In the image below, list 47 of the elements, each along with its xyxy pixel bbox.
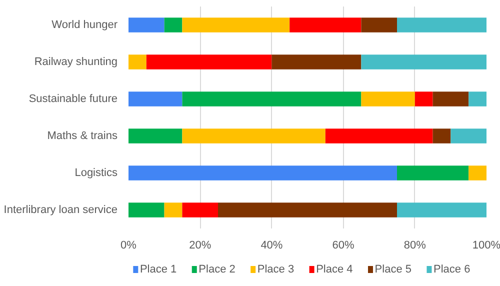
bar (128, 166, 397, 180)
legend-label: Place 6 (434, 264, 470, 276)
bar (450, 128, 486, 144)
bar (290, 18, 362, 32)
x-tick-label: 40% (260, 240, 283, 252)
bar (468, 92, 486, 106)
x-tick-label: 60% (332, 240, 355, 252)
bar (182, 202, 218, 218)
legend-label: Place 4 (316, 264, 353, 276)
bar (146, 54, 272, 70)
x-tick-label: 20% (189, 240, 212, 252)
legend-label: Place 3 (257, 264, 294, 276)
bar (128, 92, 182, 106)
bar (128, 54, 146, 70)
y-tick-label: Interlibrary loan service (4, 204, 118, 216)
x-tick-label: 80% (404, 240, 426, 252)
bar (468, 166, 486, 180)
bar (182, 18, 290, 32)
bar (361, 18, 397, 32)
bar (432, 128, 451, 144)
bar (361, 54, 486, 70)
bar (325, 128, 433, 144)
bar (182, 92, 362, 106)
x-tick-label: 0% (120, 240, 137, 252)
y-tick-label: Sustainable future (28, 93, 118, 105)
y-tick-label: Logistics (74, 167, 118, 179)
bar (432, 92, 469, 106)
bar (164, 18, 182, 32)
legend-label: Place 5 (374, 264, 412, 276)
bar (272, 54, 362, 70)
bar (128, 128, 182, 144)
bar (182, 128, 326, 144)
bar (414, 92, 433, 106)
bar (397, 166, 469, 180)
bar (397, 202, 486, 218)
bar (128, 18, 164, 32)
legend-label: Place 2 (198, 264, 236, 276)
legend-label: Place 1 (140, 264, 177, 276)
bar (361, 92, 415, 106)
x-tick-label: 100% (472, 240, 500, 252)
y-tick-label: Maths & trains (47, 130, 118, 142)
y-tick-label: Railway shunting (34, 56, 118, 68)
y-tick-label: World hunger (52, 19, 118, 31)
bar (164, 202, 182, 218)
bar (397, 18, 486, 32)
bar (218, 202, 397, 218)
bar (128, 202, 164, 218)
